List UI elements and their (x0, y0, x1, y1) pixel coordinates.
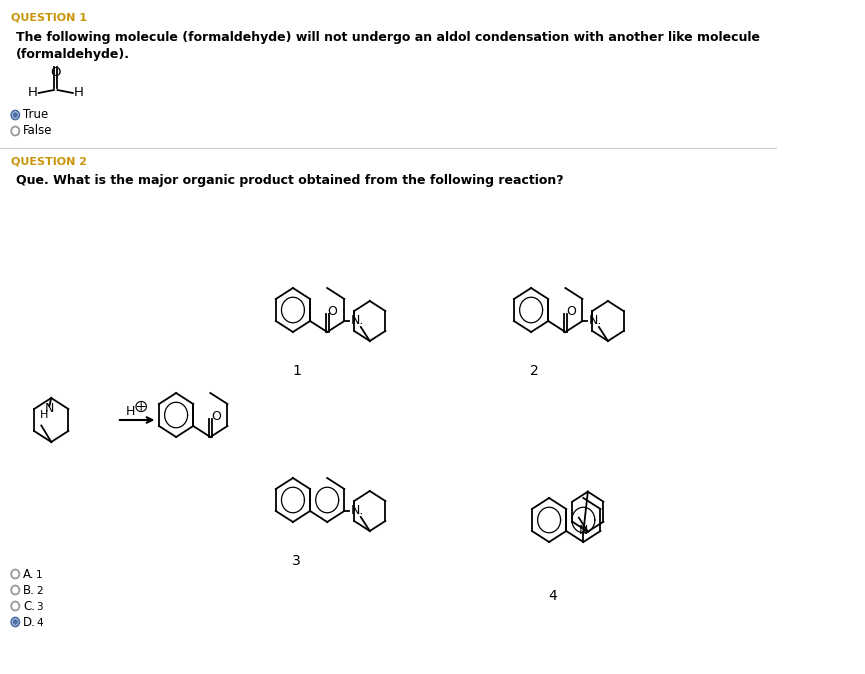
Text: 3: 3 (36, 602, 42, 612)
Text: H: H (40, 410, 48, 420)
Text: N.: N. (350, 505, 364, 518)
Text: B.: B. (23, 584, 35, 596)
Text: O: O (566, 305, 576, 318)
Text: N: N (579, 524, 588, 537)
Text: O: O (50, 65, 61, 78)
Text: D.: D. (23, 615, 36, 628)
Text: 1: 1 (36, 570, 42, 580)
Text: N: N (45, 402, 54, 415)
Text: N.: N. (350, 315, 364, 328)
Text: (formaldehyde).: (formaldehyde). (16, 48, 130, 61)
Circle shape (13, 620, 17, 624)
Text: C.: C. (23, 599, 35, 613)
Text: 2: 2 (36, 586, 42, 596)
Text: QUESTION 2: QUESTION 2 (10, 157, 86, 167)
Text: A.: A. (23, 568, 35, 580)
Text: 4: 4 (36, 618, 42, 628)
Text: N.: N. (589, 315, 602, 328)
Text: 1: 1 (292, 364, 301, 378)
Text: True: True (23, 109, 48, 121)
Circle shape (13, 113, 17, 117)
Text: H: H (28, 86, 37, 100)
Text: H: H (74, 86, 84, 100)
Text: The following molecule (formaldehyde) will not undergo an aldol condensation wit: The following molecule (formaldehyde) wi… (16, 31, 760, 44)
Text: Que. What is the major organic product obtained from the following reaction?: Que. What is the major organic product o… (16, 174, 564, 187)
Text: QUESTION 1: QUESTION 1 (10, 13, 86, 23)
Text: O: O (211, 410, 221, 423)
Text: 4: 4 (548, 589, 557, 603)
Text: False: False (23, 125, 53, 137)
Text: H$^{\bigoplus}$: H$^{\bigoplus}$ (125, 400, 149, 419)
Text: O: O (328, 305, 337, 318)
Text: 2: 2 (530, 364, 539, 378)
Text: 3: 3 (292, 554, 301, 568)
